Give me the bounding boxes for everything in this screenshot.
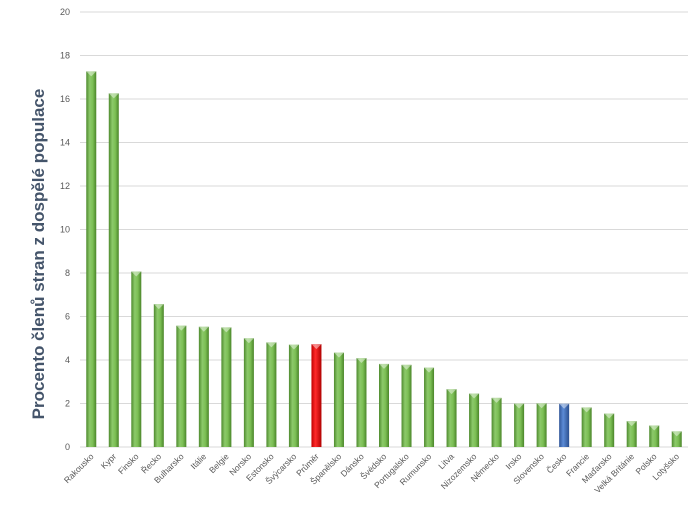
bar-cap (379, 363, 389, 369)
bar-Itálie (198, 326, 209, 447)
bar-cap (131, 271, 142, 277)
bar-Francie (581, 407, 592, 447)
bar-cap (288, 344, 299, 350)
bar-cap (446, 389, 457, 395)
bar-Rumunsko (424, 367, 435, 447)
bar-Česko (559, 403, 570, 447)
bar-cap (176, 325, 187, 331)
bar-Rakousko (86, 71, 97, 447)
bar-Velká Británie (626, 421, 637, 447)
bar-Belgie (221, 327, 232, 447)
bar-cap (356, 358, 367, 364)
y-axis-ticks: 0 2 4 6 8 10 12 14 16 18 20 (60, 7, 70, 452)
y-tick-label: 14 (60, 138, 70, 148)
bar-cap (581, 407, 592, 413)
y-tick-label: 4 (65, 355, 70, 365)
bar-cap (86, 71, 97, 77)
bar-cap (604, 413, 615, 419)
bar-cap (108, 93, 119, 99)
y-tick-label: 18 (60, 51, 70, 61)
y-tick-label: 16 (60, 94, 70, 104)
y-axis-label: Procento členů stran z dospělé populace (29, 89, 48, 420)
bar-cap (514, 403, 525, 409)
bar-Španělsko (333, 352, 344, 447)
bar-Irsko (514, 403, 525, 447)
x-tick-label: Finsko (116, 451, 141, 476)
bar-cap (559, 403, 570, 409)
bar-cap (401, 364, 412, 370)
bar-cap (469, 393, 480, 399)
x-tick-label: Litva (436, 451, 456, 471)
bar-cap (649, 425, 660, 431)
bar-Dánsko (356, 358, 367, 447)
y-tick-label: 20 (60, 7, 70, 17)
y-tick-label: 10 (60, 225, 70, 235)
bars (86, 71, 682, 447)
bar-cap (198, 326, 209, 332)
bar-Estonsko (266, 342, 277, 447)
bar-Finsko (131, 271, 142, 447)
x-tick-label: Kypr (99, 451, 119, 471)
bar-cap (626, 421, 637, 427)
bar-cap (243, 338, 254, 344)
y-tick-label: 6 (65, 312, 70, 322)
bar-Polsko (649, 425, 660, 447)
x-tick-label: Itálie (188, 451, 208, 471)
bar-Německo (491, 397, 502, 447)
bar-Švédsko (379, 363, 389, 447)
y-tick-label: 8 (65, 268, 70, 278)
bar-cap (153, 304, 164, 310)
bar-cap (266, 342, 277, 348)
bar-cap (671, 431, 682, 437)
y-tick-label: 0 (65, 442, 70, 452)
bar-Slovensko (536, 403, 547, 447)
bar-cap (536, 403, 547, 409)
y-tick-label: 2 (65, 399, 70, 409)
bar-Švýcarsko (288, 344, 299, 447)
bar-Litva (446, 389, 457, 447)
bar-cap (311, 344, 322, 350)
bar-Maďarsko (604, 413, 615, 447)
x-tick-label: Rakousko (62, 451, 96, 485)
bar-Kypr (108, 93, 119, 447)
bar-cap (333, 352, 344, 358)
bar-Řecko (153, 304, 164, 447)
bar-cap (491, 397, 502, 403)
bar-Norsko (243, 338, 254, 447)
bar-Lotyšsko (671, 431, 682, 447)
bar-Průměr (311, 344, 322, 447)
y-tick-label: 12 (60, 181, 70, 191)
bar-cap (424, 367, 435, 373)
bar-Nizozemsko (469, 393, 480, 447)
bar-Bulharsko (176, 325, 187, 447)
bar-Portugalsko (401, 364, 412, 447)
bar-cap (221, 327, 232, 333)
